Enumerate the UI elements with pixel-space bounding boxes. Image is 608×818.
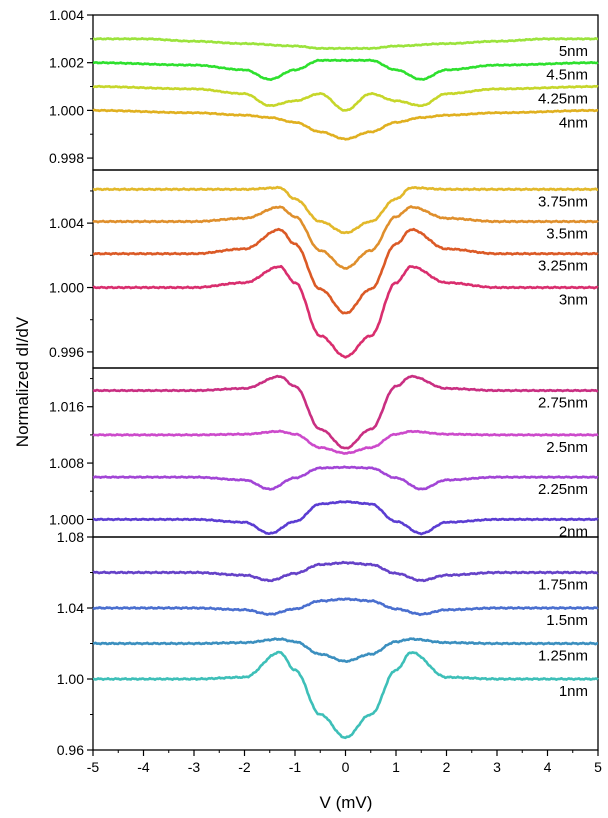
x-tick-label: -5 — [87, 759, 100, 775]
series-line — [92, 264, 599, 359]
y-tick-label: 1.000 — [49, 511, 84, 527]
series-label: 1nm — [559, 683, 588, 700]
series-label: 2.5nm — [546, 439, 588, 456]
y-tick-label: 1.002 — [49, 55, 84, 71]
x-tick-label: 3 — [493, 759, 501, 775]
series-line — [92, 637, 599, 664]
panel-4: 0.96 1.00 1.04 1.08 1.75nm 1.5nm 1.25nm 1nm — [57, 529, 599, 758]
panel-3: 1.000 1.008 1.016 2.75nm 2.5nm 2.25nm 2nm — [49, 367, 599, 540]
panel-frame — [92, 14, 599, 171]
y-tick-label: 0.998 — [49, 150, 84, 166]
y-tick-label: 1.000 — [49, 102, 84, 118]
y-tick-label: 0.96 — [57, 742, 84, 758]
series-line — [92, 205, 599, 270]
series-line — [92, 560, 599, 583]
series-label: 3.75nm — [538, 193, 588, 210]
x-tick-label: -4 — [137, 759, 150, 775]
series-line — [92, 650, 599, 740]
series-label: 1.25nm — [538, 648, 588, 665]
y-axis-label: Normalized dI/dV — [13, 316, 32, 447]
series-line — [92, 597, 599, 617]
y-tick-label: 1.008 — [49, 455, 84, 471]
series-label: 2.75nm — [538, 395, 588, 412]
series-label: 2.25nm — [538, 481, 588, 498]
series-line — [92, 465, 599, 491]
series-line — [92, 58, 599, 82]
x-axis: -5 -4 -3 -2 -1 0 1 2 3 4 5 — [87, 750, 602, 775]
series-label: 1.5nm — [546, 612, 588, 629]
y-tick-label: 1.016 — [49, 399, 84, 415]
y-tick-label: 1.08 — [57, 529, 84, 545]
x-tick-label: 4 — [544, 759, 552, 775]
series-line — [92, 84, 599, 112]
series-label: 2nm — [559, 523, 588, 540]
series-label: 3.25nm — [538, 258, 588, 275]
y-tick-label: 1.004 — [49, 7, 84, 23]
series-line — [92, 500, 599, 536]
series-line — [92, 36, 599, 51]
x-tick-label: -3 — [188, 759, 201, 775]
x-tick-label: 0 — [342, 759, 350, 775]
series-line — [92, 227, 599, 315]
x-tick-label: 1 — [392, 759, 400, 775]
x-axis-label: V (mV) — [320, 793, 373, 812]
series-label: 4nm — [559, 114, 588, 131]
series-line — [92, 185, 599, 235]
series-line — [92, 429, 599, 455]
series-label: 1.75nm — [538, 577, 588, 594]
y-tick-label: 1.000 — [49, 280, 84, 296]
series-label: 3nm — [559, 292, 588, 309]
series-label: 4.25nm — [538, 91, 588, 108]
y-tick-label: 0.996 — [49, 344, 84, 360]
y-tick-label: 1.004 — [49, 215, 84, 231]
series-line — [92, 108, 599, 141]
y-tick-label: 1.00 — [57, 671, 84, 687]
x-tick-label: 2 — [443, 759, 451, 775]
x-tick-label: -1 — [289, 759, 302, 775]
y-tick-label: 1.04 — [57, 600, 84, 616]
x-tick-label: -2 — [238, 759, 251, 775]
panel-2: 0.996 1.000 1.004 3.75nm 3.5nm 3.25nm 3nm — [49, 169, 599, 369]
series-label: 3.5nm — [546, 226, 588, 243]
x-tick-label: 5 — [594, 759, 602, 775]
chart-panels: 0.9981.0001.0021.0045nm4.5nm4.25nm4nm0.9… — [49, 7, 602, 775]
series-label: 5nm — [559, 43, 588, 60]
series-label: 4.5nm — [546, 67, 588, 84]
panel-1: 0.998 1.000 1.002 1.004 5nm 4.5nm 4.25nm 4nm — [49, 7, 599, 171]
series-line — [92, 374, 599, 450]
